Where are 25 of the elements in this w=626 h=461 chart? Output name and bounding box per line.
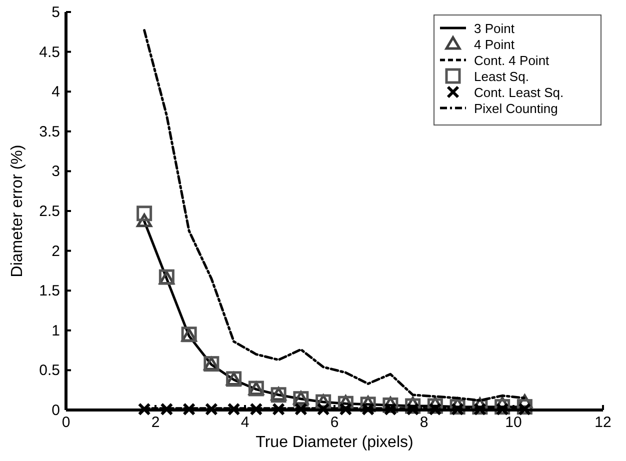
y-tick-label: 2.5	[39, 203, 60, 220]
legend-label: Cont. 4 Point	[474, 53, 550, 68]
y-tick-label: 3	[52, 163, 60, 180]
x-tick-label: 6	[330, 414, 339, 431]
y-tick-label: 3.5	[39, 123, 60, 140]
legend-label: Pixel Counting	[474, 101, 558, 116]
y-tick-label: 1.5	[39, 282, 60, 300]
y-axis-title: Diameter error (%)	[9, 144, 26, 278]
legend-label: 4 Point	[474, 37, 515, 52]
y-tick-label: 1	[52, 322, 60, 340]
y-tick-label: 2	[52, 242, 60, 260]
x-tick-label: 12	[594, 414, 612, 431]
legend-label: Cont. Least Sq.	[474, 85, 564, 100]
x-tick-label: 10	[505, 414, 522, 431]
y-tick-label: 4	[52, 84, 60, 101]
x-tick-label: 8	[420, 414, 428, 431]
legend-label: 3 Point	[474, 21, 515, 36]
x-axis-title: True Diameter (pixels)	[256, 434, 414, 451]
legend-label: Least Sq.	[474, 69, 529, 84]
y-tick-label: 0.5	[39, 362, 60, 380]
x-tick-label: 2	[151, 414, 160, 431]
y-tick-label: 4.5	[39, 44, 60, 61]
y-tick-label: 0	[52, 402, 60, 419]
x-tick-label: 4	[240, 414, 250, 431]
y-tick-label: 5	[52, 4, 60, 21]
